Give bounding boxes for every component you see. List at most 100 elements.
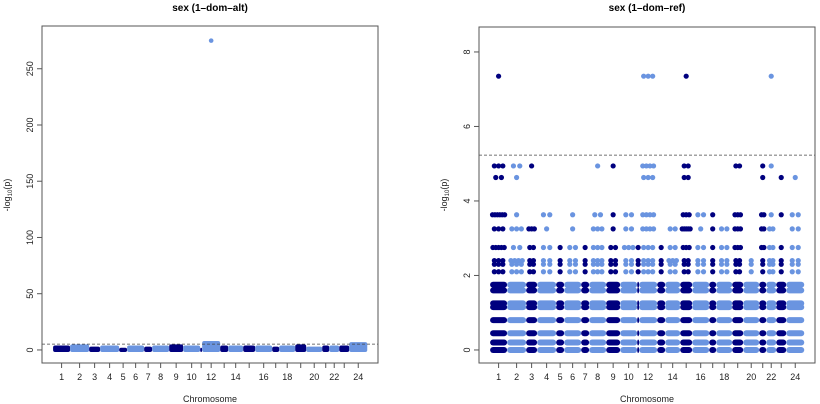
chromosome-6-band [564, 339, 582, 346]
snp-point [547, 244, 553, 251]
snp-point [768, 163, 774, 169]
chromosome-9-band [606, 317, 621, 324]
chromosome-15-band [680, 281, 693, 288]
chromosome-4-points [100, 345, 120, 352]
data-points [53, 38, 368, 352]
chromosome-20-band [743, 287, 760, 294]
snp-point [737, 244, 744, 251]
x-tick-label: 18 [282, 372, 292, 382]
chromosome-15-band [680, 317, 693, 324]
snp-point [510, 244, 517, 251]
chromosome-9-band [606, 281, 621, 288]
x-tick-label: 1 [496, 372, 501, 382]
chromosome-13-band [657, 346, 666, 353]
snp-point [667, 269, 673, 275]
snp-point [789, 226, 795, 232]
chromosome-1-band [490, 287, 508, 294]
snp-point [710, 269, 716, 275]
chromosome-7-band [581, 287, 590, 294]
chromosome-10-band [620, 339, 638, 346]
snp-point [643, 163, 649, 169]
snp-point [530, 244, 537, 251]
chromosome-1-band [490, 346, 508, 353]
snp-point [628, 257, 635, 264]
chromosome-3-band [526, 287, 538, 294]
snp-point [650, 212, 657, 218]
snp-point [530, 269, 537, 275]
chromosome-17-band [709, 281, 717, 288]
chromosome-17-band [709, 330, 717, 337]
chromosome-24-band [786, 346, 805, 353]
chromosome-22-band [766, 317, 777, 324]
snp-point [599, 269, 605, 275]
snp-point [645, 257, 651, 264]
chromosome-4-band [537, 346, 557, 353]
snp-point [733, 163, 739, 169]
chromosome-11-band [637, 281, 640, 288]
snp-point [760, 257, 766, 264]
snp-point [658, 244, 664, 251]
panel-dom-alt: sex (1–dom–alt) Chromosome -log10(p) 0 50… [2, 3, 379, 404]
snp-point [572, 261, 579, 267]
snp-point [547, 257, 553, 264]
snp-point [592, 212, 598, 218]
chromosome-12-points [202, 340, 221, 352]
chromosome-5-band [556, 346, 565, 353]
snp-point [557, 257, 563, 264]
chromosome-7-band [581, 330, 590, 337]
snp-point [778, 174, 784, 181]
snp-point [761, 244, 767, 251]
snp-point [795, 261, 801, 267]
chromosome-18-band [716, 300, 733, 307]
snp-point [630, 244, 636, 251]
snp-point [491, 257, 497, 264]
snp-point [645, 269, 651, 275]
snp-point [667, 261, 673, 267]
snp-point [610, 212, 616, 218]
snp-point [760, 174, 766, 181]
x-tick-label: 3 [529, 372, 534, 382]
snp-point [685, 163, 691, 169]
snp-point [530, 257, 537, 264]
snp-point [527, 269, 533, 275]
snp-point [567, 261, 573, 267]
chromosome-7-band [581, 339, 590, 346]
snp-point [789, 212, 795, 218]
chromosome-21-band [759, 300, 767, 307]
snp-point [658, 269, 664, 275]
chromosome-19-band [732, 317, 744, 324]
snp-point [628, 226, 635, 232]
chromosome-18-band [716, 281, 733, 288]
chromosome-3-band [526, 317, 538, 324]
snp-point [557, 244, 563, 251]
snp-point [650, 244, 656, 251]
snp-point [685, 174, 691, 181]
snp-point [685, 261, 691, 267]
chromosome-11-band [637, 346, 640, 353]
chromosome-2-points [70, 344, 90, 352]
snp-point [540, 261, 547, 267]
snp-point [681, 257, 687, 264]
snp-point [491, 261, 497, 267]
x-tick-label: 24 [790, 372, 800, 382]
chromosome-14-band [665, 317, 681, 324]
snp-point [502, 212, 508, 218]
snp-point [590, 261, 596, 267]
chromosome-5-band [556, 287, 565, 294]
chromosome-20-band [743, 281, 760, 288]
snp-point [650, 261, 656, 267]
snp-point [770, 261, 776, 267]
x-tick-label: 6 [570, 372, 575, 382]
snp-point [681, 174, 687, 181]
snp-point [590, 257, 596, 264]
chromosome-11-band [637, 287, 640, 294]
snp-point [495, 257, 502, 264]
snp-point [700, 212, 707, 218]
snp-point [795, 244, 801, 251]
chromosome-21-band [759, 346, 767, 353]
snp-point [500, 163, 506, 169]
snp-point [789, 269, 795, 275]
chromosome-13-band [657, 281, 666, 288]
chromosome-16-band [692, 287, 710, 294]
chromosome-22-band [766, 346, 777, 353]
